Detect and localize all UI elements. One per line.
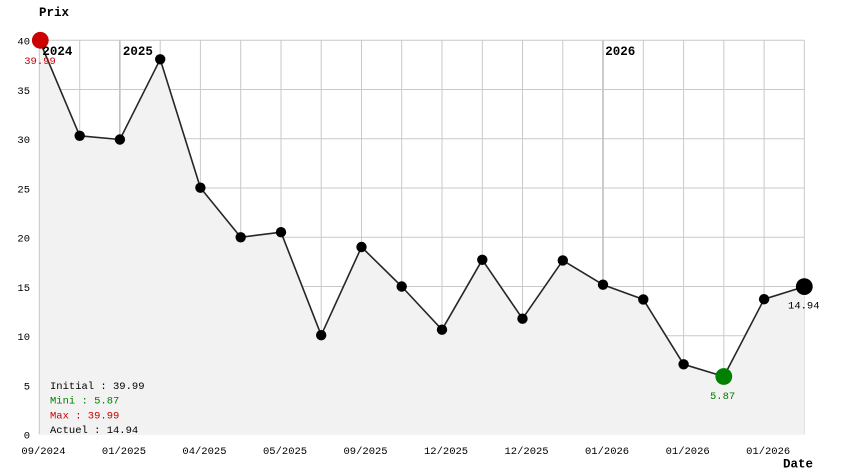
svg-text:01/2026: 01/2026 [585, 446, 629, 458]
svg-text:Date: Date [783, 457, 813, 471]
svg-text:39.99: 39.99 [24, 56, 56, 68]
svg-text:20: 20 [17, 234, 30, 246]
svg-text:12/2025: 12/2025 [505, 446, 549, 458]
svg-text:Max : 39.99: Max : 39.99 [50, 410, 119, 422]
svg-text:Actuel : 14.94: Actuel : 14.94 [50, 425, 138, 437]
svg-text:Prix: Prix [39, 6, 70, 20]
svg-text:Mini : 5.87: Mini : 5.87 [50, 396, 119, 408]
svg-text:05/2025: 05/2025 [263, 446, 307, 458]
svg-text:5.87: 5.87 [710, 391, 735, 403]
svg-text:2026: 2026 [605, 45, 635, 59]
svg-text:40: 40 [17, 37, 30, 49]
svg-text:12/2025: 12/2025 [424, 446, 468, 458]
svg-text:14.94: 14.94 [788, 301, 820, 313]
svg-text:09/2025: 09/2025 [344, 446, 388, 458]
svg-text:30: 30 [17, 135, 30, 147]
svg-text:2025: 2025 [123, 45, 153, 59]
svg-text:01/2025: 01/2025 [102, 446, 146, 458]
svg-text:25: 25 [17, 184, 30, 196]
svg-text:10: 10 [17, 332, 30, 344]
svg-text:0: 0 [24, 431, 30, 443]
svg-text:35: 35 [17, 86, 30, 98]
svg-text:2024: 2024 [42, 45, 73, 59]
svg-text:04/2025: 04/2025 [182, 446, 226, 458]
svg-text:01/2026: 01/2026 [666, 446, 710, 458]
svg-text:15: 15 [17, 283, 30, 295]
svg-text:01/2026: 01/2026 [746, 446, 790, 458]
svg-text:Initial : 39.99: Initial : 39.99 [50, 381, 145, 393]
svg-text:5: 5 [24, 381, 30, 393]
svg-text:09/2024: 09/2024 [21, 446, 65, 458]
